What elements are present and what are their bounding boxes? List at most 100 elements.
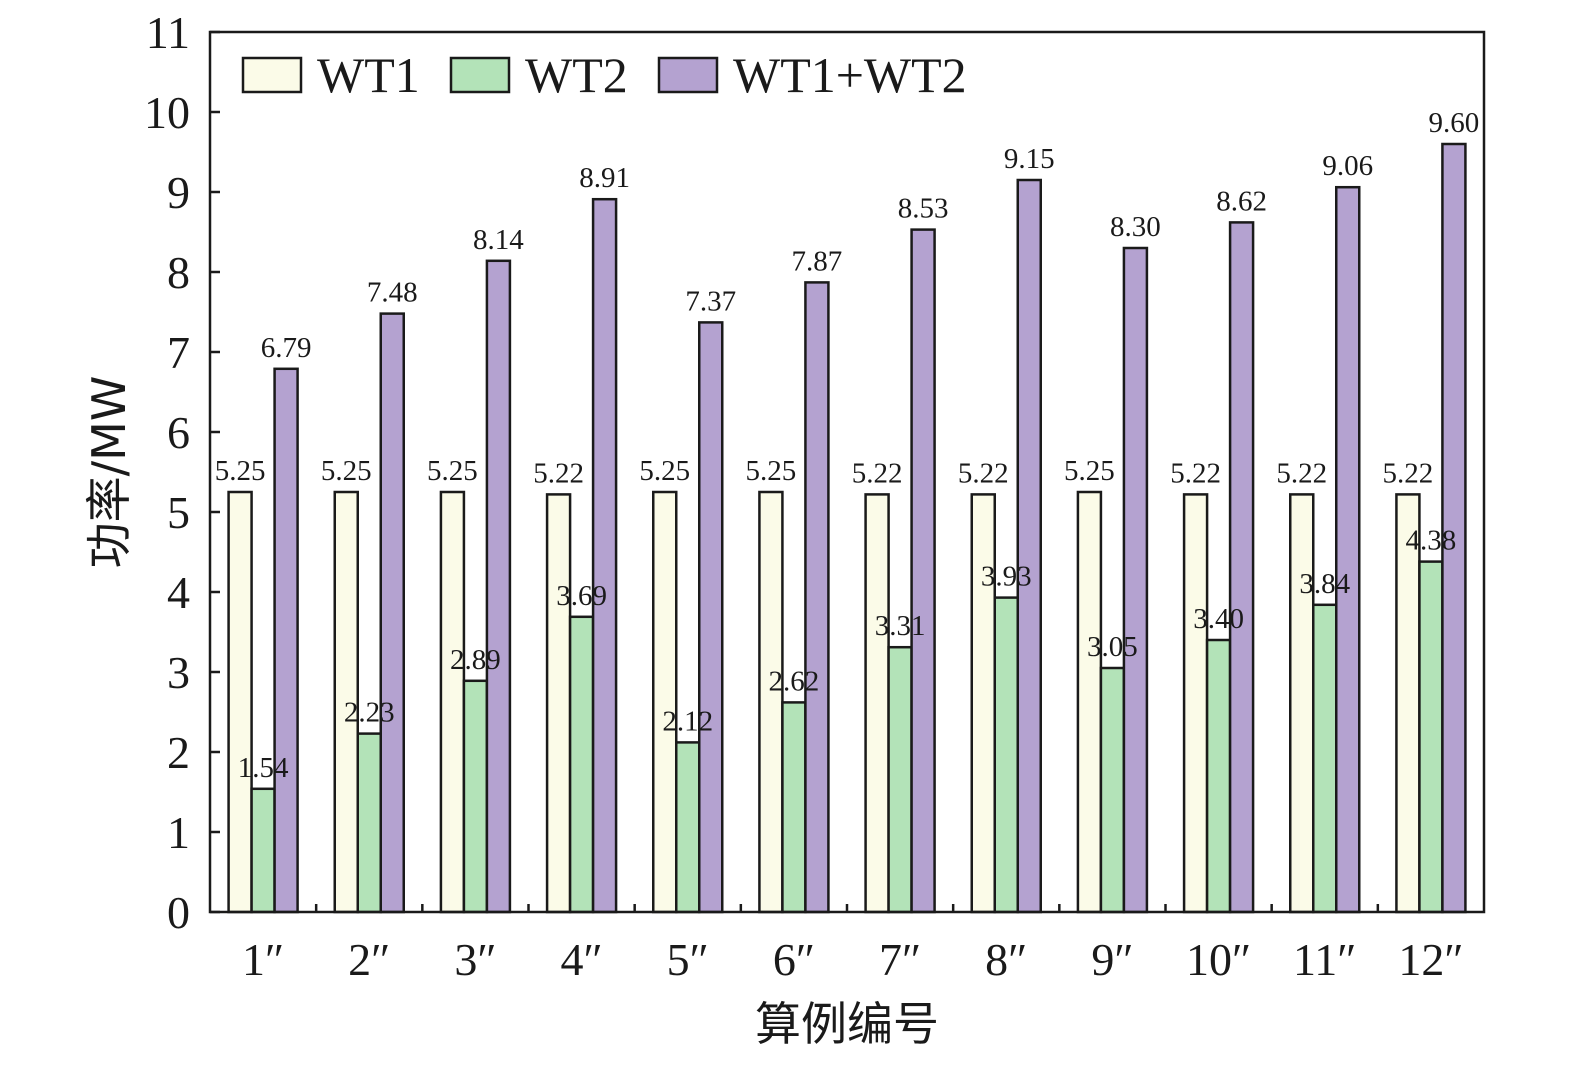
y-tick-label: 3 — [167, 647, 190, 698]
x-tick-label: 9″ — [1091, 934, 1133, 985]
y-tick-label: 8 — [167, 247, 190, 298]
bar-wt1-plus-wt2 — [698, 321, 724, 914]
data-label: 5.22 — [1170, 457, 1221, 489]
data-label: 5.25 — [1064, 455, 1115, 487]
x-tick-label: 6″ — [773, 934, 815, 985]
data-label: 2.12 — [662, 705, 713, 737]
bar-wt2 — [887, 645, 913, 914]
x-tick-label: 3″ — [454, 934, 496, 985]
bar-wt1-plus-wt2 — [1228, 221, 1255, 914]
data-label: 9.15 — [1004, 143, 1055, 175]
x-tick-label: 7″ — [879, 934, 921, 985]
bar-wt2 — [1312, 603, 1338, 914]
bar-wt1 — [1076, 490, 1103, 914]
data-label: 7.87 — [792, 245, 843, 277]
bar-wt1 — [1289, 493, 1315, 914]
bar-wt1 — [227, 490, 253, 914]
data-label: 2.89 — [450, 644, 501, 676]
legend-label: WT2 — [525, 47, 628, 103]
bar-wt1-plus-wt2 — [1335, 185, 1361, 914]
x-tick-label: 12″ — [1398, 934, 1463, 985]
bar-wt1-plus-wt2 — [910, 228, 936, 914]
legend: WT1 WT2 WT1+WT2 — [241, 47, 967, 103]
bar-wt2 — [1205, 638, 1232, 914]
bar-wt1 — [970, 493, 996, 914]
data-label: 3.69 — [556, 580, 607, 612]
x-axis: 1″ 2″ 3″ 4″ 5″ 6″ 7″ 8″ 9″ 10″ 11″ 12″ — [242, 904, 1464, 985]
bar-wt1 — [439, 490, 466, 914]
bar-wt1-plus-wt2 — [1016, 178, 1042, 914]
bar-wt1-plus-wt2 — [804, 281, 830, 914]
y-tick-label: 10 — [144, 87, 190, 138]
data-label: 6.79 — [261, 332, 312, 364]
legend-swatch — [657, 56, 719, 94]
data-label: 5.25 — [746, 455, 797, 487]
bar-wt2 — [250, 787, 276, 914]
bar-wt1-plus-wt2 — [485, 259, 512, 914]
data-label: 5.25 — [427, 455, 478, 487]
y-tick-label: 7 — [167, 327, 190, 378]
legend-swatch — [449, 56, 511, 94]
data-label: 8.30 — [1110, 211, 1161, 243]
bar-wt1 — [1395, 493, 1421, 914]
data-label: 8.53 — [898, 193, 949, 225]
bar-wt1 — [1182, 493, 1209, 914]
bar-wt2 — [356, 732, 382, 914]
data-label: 9.60 — [1429, 107, 1480, 139]
data-label: 5.22 — [1383, 457, 1434, 489]
data-label: 7.37 — [685, 285, 736, 317]
x-tick-label: 10″ — [1186, 934, 1251, 985]
bar-wt2 — [675, 741, 701, 914]
y-tick-label: 11 — [146, 7, 190, 58]
x-tick-label: 1″ — [242, 934, 284, 985]
data-label: 7.48 — [367, 277, 418, 309]
data-label: 3.40 — [1193, 603, 1244, 635]
y-tick-label: 2 — [167, 727, 190, 778]
y-tick-label: 6 — [167, 407, 190, 458]
x-axis-title: 算例编号 — [755, 997, 939, 1051]
x-tick-label: 4″ — [560, 934, 602, 985]
bar-wt2 — [993, 596, 1019, 914]
bar-wt1-plus-wt2 — [273, 367, 299, 914]
legend-label: WT1 — [317, 47, 420, 103]
y-tick-label: 5 — [167, 487, 190, 538]
y-axis-title: 功率/MW — [82, 376, 136, 569]
bar-wt1-plus-wt2 — [591, 197, 618, 914]
data-labels-group: 5.25 5.25 5.25 5.22 5.25 5.25 5.22 5.22 5.25 5.22… — [215, 107, 1480, 784]
data-label: 5.22 — [533, 457, 584, 489]
data-label: 8.62 — [1216, 185, 1267, 217]
bar-wt1 — [652, 490, 678, 914]
x-tick-label: 11″ — [1293, 934, 1356, 985]
bar-wt2 — [781, 701, 807, 914]
y-tick-label: 0 — [167, 887, 190, 938]
data-label: 5.22 — [852, 457, 903, 489]
bar-wt1-plus-wt2 — [379, 312, 405, 914]
data-label: 3.05 — [1087, 631, 1138, 663]
data-label: 5.25 — [639, 455, 690, 487]
data-label: 5.22 — [1276, 457, 1327, 489]
x-tick-label: 5″ — [667, 934, 709, 985]
bar-wt1 — [864, 493, 890, 914]
bars-group — [227, 142, 1467, 914]
bar-wt1-plus-wt2 — [1122, 246, 1149, 914]
data-label: 8.91 — [579, 162, 630, 194]
bar-wt1 — [758, 490, 784, 914]
data-label: 2.23 — [344, 697, 395, 729]
bar-wt2 — [1418, 560, 1444, 914]
data-label: 1.54 — [238, 752, 289, 784]
bar-wt1 — [545, 493, 572, 914]
bar-wt2 — [462, 679, 489, 914]
data-label: 5.25 — [321, 455, 372, 487]
data-label: 8.14 — [473, 224, 524, 256]
bar-wt2 — [1099, 666, 1126, 914]
data-label: 5.25 — [215, 455, 266, 487]
y-tick-label: 4 — [167, 567, 190, 618]
legend-swatch — [241, 56, 303, 94]
data-label: 4.38 — [1406, 525, 1457, 557]
y-tick-label: 1 — [167, 807, 190, 858]
data-label: 3.84 — [1299, 568, 1350, 600]
x-tick-label: 8″ — [985, 934, 1027, 985]
y-axis: 0 1 2 3 4 5 6 7 8 9 10 11 — [144, 7, 220, 938]
data-label: 2.62 — [769, 665, 820, 697]
